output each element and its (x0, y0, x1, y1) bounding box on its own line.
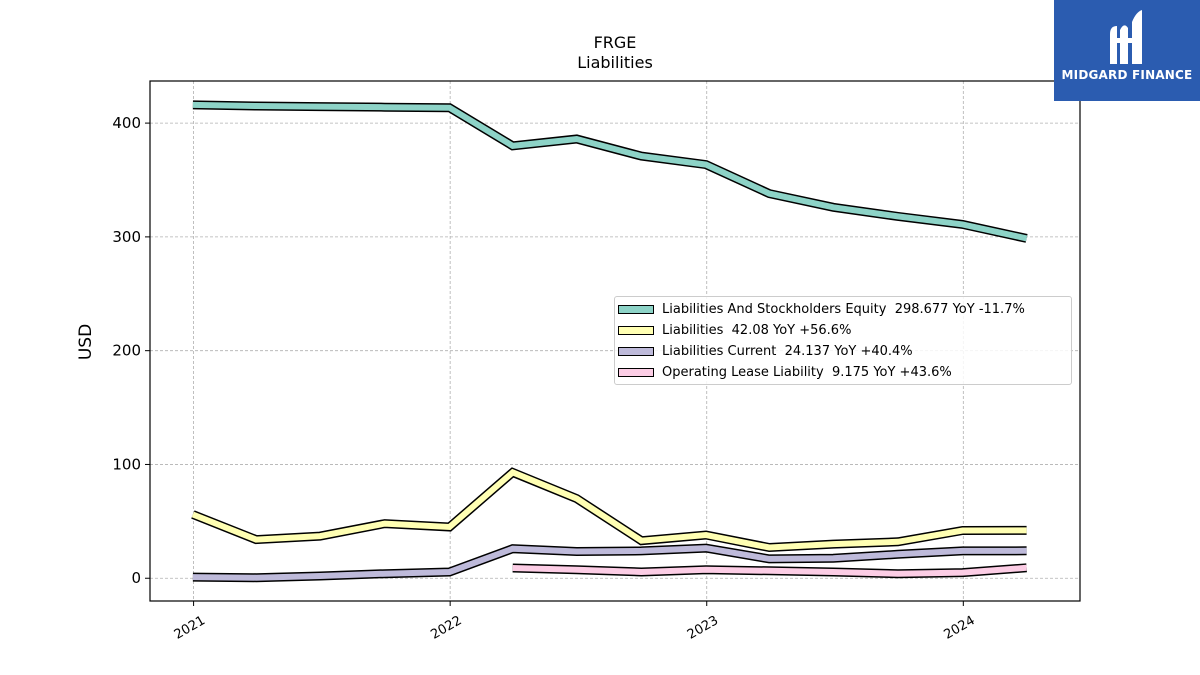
legend-swatch-equity (618, 304, 654, 314)
legend-item-current: Liabilities Current 24.137 YoY +40.4% (615, 341, 913, 361)
logo-mark-icon (1110, 10, 1142, 64)
legend-swatch-current (618, 346, 654, 356)
x-tick-label: 2023 (685, 613, 721, 643)
chart-title: FRGE (594, 33, 637, 52)
x-tick-label: 2024 (941, 613, 977, 643)
legend-label-equity: Liabilities And Stockholders Equity 298.… (662, 301, 1025, 317)
x-tick-label: 2021 (172, 613, 208, 643)
y-axis-label: USD (76, 324, 96, 360)
logo-text: MIDGARD FINANCE (1061, 68, 1193, 82)
legend-swatch-lease (618, 367, 654, 377)
legend-swatch-liabilities (618, 325, 654, 335)
y-tick-label: 200 (112, 342, 141, 360)
x-tick-label: 2022 (428, 613, 464, 643)
brand-logo: MIDGARD FINANCE (1054, 0, 1200, 101)
series-layer (191, 100, 1028, 583)
y-tick-label: 400 (112, 114, 141, 132)
y-tick-label: 300 (112, 228, 141, 246)
y-tick-label: 100 (112, 455, 141, 473)
legend-item-liabilities: Liabilities 42.08 YoY +56.6% (615, 320, 851, 340)
legend-label-liabilities: Liabilities 42.08 YoY +56.6% (662, 322, 852, 338)
series-line-2 (192, 545, 1027, 581)
series-line-0 (192, 101, 1028, 242)
chart-subtitle: Liabilities (577, 53, 653, 72)
legend-item-equity: Liabilities And Stockholders Equity 298.… (615, 299, 1025, 319)
legend-label-current: Liabilities Current 24.137 YoY +40.4% (662, 343, 913, 359)
legend-item-lease: Operating Lease Liability 9.175 YoY +43.… (615, 362, 952, 382)
legend-label-lease: Operating Lease Liability 9.175 YoY +43.… (662, 364, 952, 380)
series-line-1 (191, 468, 1027, 551)
y-tick-label: 0 (131, 569, 141, 587)
chart-legend: Liabilities And Stockholders Equity 298.… (614, 296, 1072, 385)
series-line-3 (512, 564, 1027, 577)
plot-frame (149, 80, 1081, 602)
